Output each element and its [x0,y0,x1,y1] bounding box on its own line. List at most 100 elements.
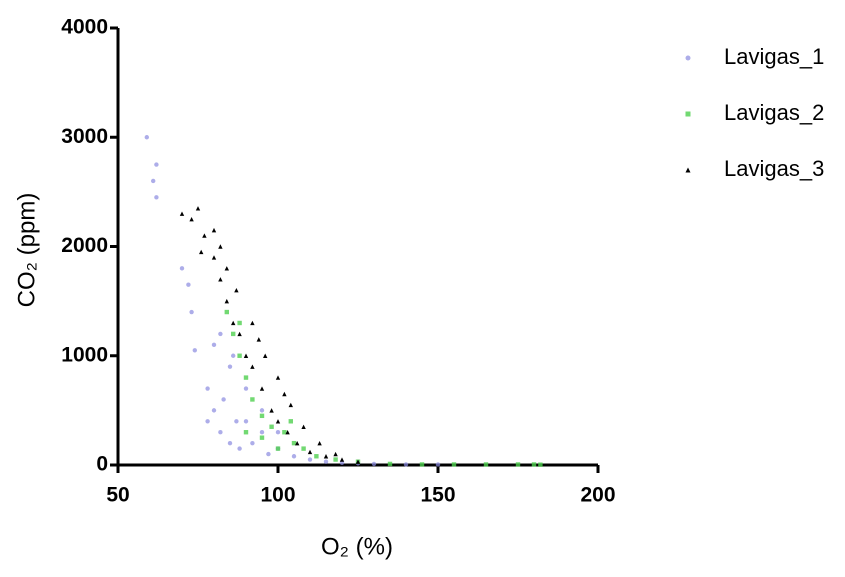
point [250,320,255,326]
point [333,451,338,457]
point [195,206,201,211]
point [387,461,393,467]
y-tick-label: 4000 [61,16,108,39]
point [250,440,255,446]
point [179,266,185,271]
point [483,462,489,467]
legend-label: Lavigas_3 [724,156,824,181]
point [218,277,223,282]
point [202,233,207,238]
point [154,162,159,167]
point [250,364,255,369]
point [243,430,249,435]
y-tick-label: 1000 [61,343,108,366]
point [227,364,233,369]
point [323,459,329,464]
point [307,457,313,462]
point [151,178,156,184]
point [144,135,149,140]
y-tick-label: 0 [96,453,108,476]
point [189,216,194,222]
legend-marker [685,111,691,117]
point [295,440,300,446]
point [205,419,210,424]
point [243,375,249,380]
point [266,451,271,457]
point [259,408,265,413]
point [307,449,313,455]
point [237,331,242,337]
point [419,462,425,467]
x-tick-label: 50 [106,484,129,507]
point [339,457,345,462]
point [224,309,229,315]
legend-marker [685,55,691,61]
legend-label: Lavigas_2 [724,100,824,125]
point [259,413,265,419]
point [154,195,159,200]
point [538,462,543,467]
point [259,430,265,435]
y-tick-label: 2000 [61,234,108,257]
point [205,386,210,391]
y-tick-label: 3000 [61,125,108,148]
point [275,446,281,451]
point [243,419,249,424]
point [227,440,233,446]
point [282,430,287,435]
point [234,288,239,293]
point [275,430,281,435]
point [291,440,297,446]
point [256,337,261,342]
x-axis-title: O₂ (%) [321,533,393,560]
point [301,424,306,429]
legend-marker [685,167,691,173]
point [218,430,223,435]
point [237,353,242,358]
point [218,331,223,337]
point [211,342,217,348]
point [371,461,377,467]
point [211,227,217,233]
point [234,419,239,424]
point [323,454,329,459]
point [231,353,236,358]
point [291,454,297,459]
point [275,419,281,424]
point [231,320,236,326]
point [231,331,236,337]
point [269,424,274,429]
point [243,353,249,358]
point [282,391,287,397]
y-axis-title: CO₂ (ppm) [13,193,40,308]
point [199,249,204,255]
point [314,454,319,459]
point [515,462,521,467]
point [333,457,338,462]
point [237,446,242,451]
point [221,397,226,402]
point [211,408,217,413]
legend-label: Lavigas_1 [724,44,824,69]
point [301,446,306,451]
point [224,266,229,271]
point [403,462,409,467]
point [285,430,290,435]
point [243,386,249,391]
point [186,282,191,287]
point [179,211,185,216]
x-tick-label: 100 [260,484,295,507]
point [189,309,194,315]
point [317,440,322,446]
point [250,397,255,402]
point [531,462,537,467]
point [192,348,197,353]
point [237,320,242,326]
point [224,298,229,304]
point [451,462,457,467]
point [275,375,281,380]
point [211,255,217,260]
point [269,408,274,413]
point [259,435,265,440]
